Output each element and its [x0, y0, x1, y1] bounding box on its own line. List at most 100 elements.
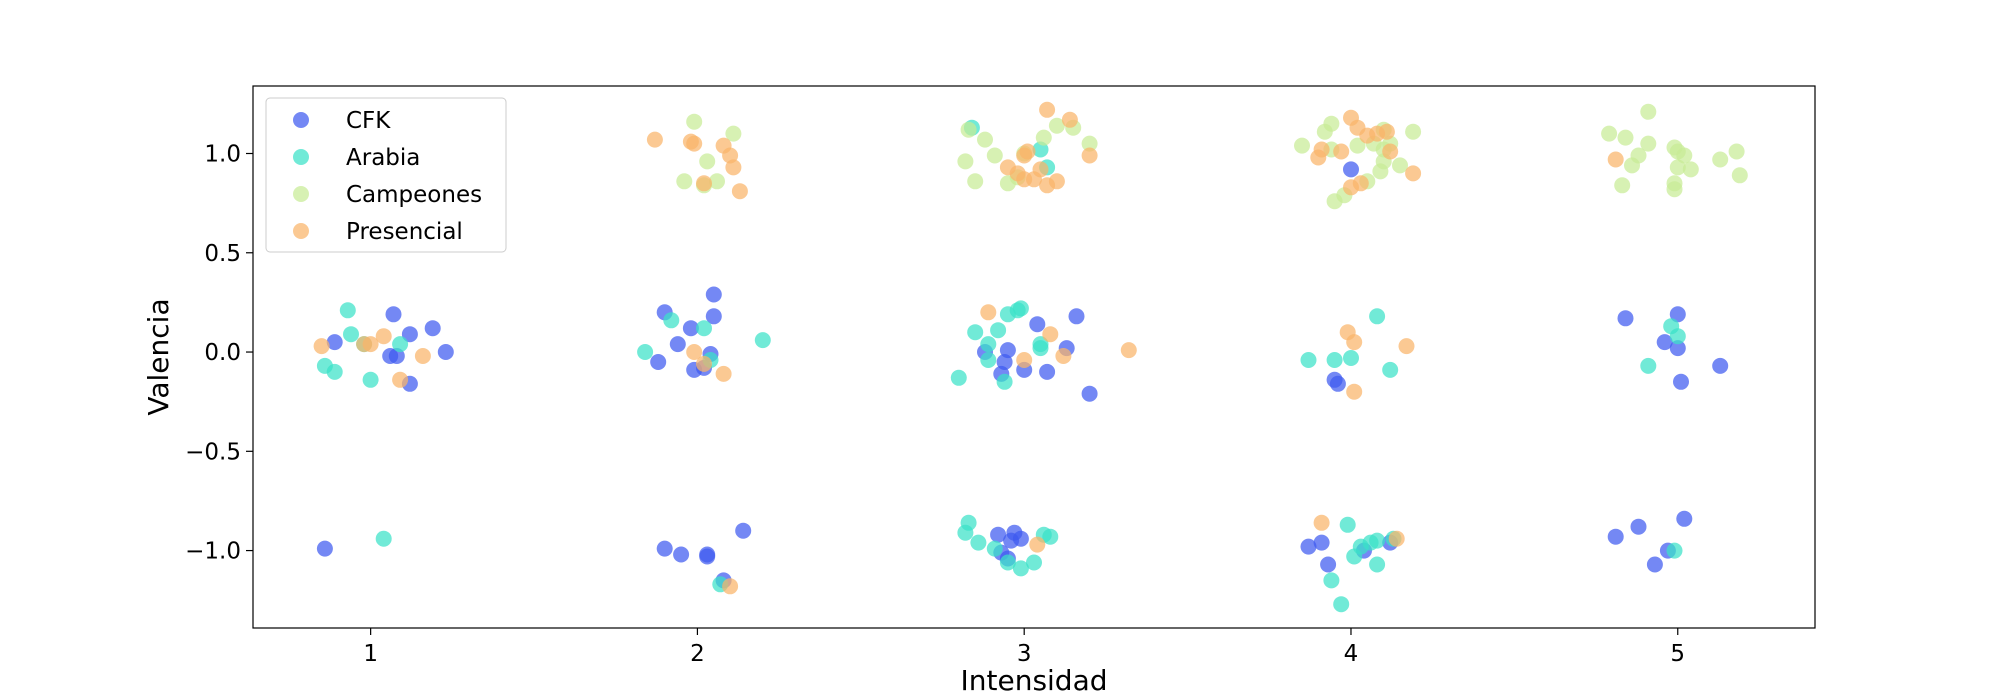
data-point — [1039, 363, 1056, 380]
data-point — [725, 125, 742, 142]
series-campeones — [676, 103, 1748, 210]
y-tick-label: −1.0 — [185, 539, 241, 565]
data-point — [970, 534, 987, 551]
data-point — [1666, 181, 1683, 198]
y-tick-label: 1.0 — [204, 142, 241, 168]
legend-item-campeones: Campeones — [293, 182, 482, 208]
data-point — [1343, 350, 1359, 366]
data-point — [1640, 103, 1657, 120]
legend-label: Presencial — [346, 219, 463, 245]
data-point — [401, 326, 418, 343]
data-point — [1068, 308, 1085, 325]
data-point — [1617, 129, 1634, 146]
data-point — [980, 336, 997, 353]
data-point — [1320, 556, 1337, 573]
data-point — [1601, 125, 1618, 142]
data-point — [1712, 357, 1729, 374]
data-point — [392, 336, 409, 353]
data-point — [1728, 143, 1745, 160]
data-point — [1323, 115, 1340, 132]
data-point — [1012, 560, 1029, 577]
data-point — [1640, 357, 1657, 374]
data-point — [1630, 518, 1647, 535]
data-point — [696, 320, 712, 337]
x-tick-label: 1 — [363, 641, 378, 667]
data-point — [1029, 536, 1046, 553]
plot-frame — [252, 85, 1816, 629]
data-point — [656, 540, 673, 557]
data-point — [735, 522, 752, 539]
data-point — [1055, 348, 1072, 364]
data-point — [375, 328, 392, 345]
data-point — [960, 121, 977, 138]
x-axis-label: Intensidad — [960, 664, 1107, 697]
series-presencial — [313, 101, 1624, 595]
data-point — [754, 332, 771, 349]
data-point — [696, 175, 712, 192]
data-point — [663, 312, 680, 329]
data-point — [637, 344, 654, 360]
data-point — [1352, 175, 1369, 192]
y-axis-label: Valencia — [142, 298, 175, 415]
data-point — [1042, 326, 1059, 343]
data-point — [1617, 310, 1634, 327]
legend-box — [265, 97, 507, 253]
y-tick-label: 0.0 — [204, 340, 241, 366]
data-point — [437, 344, 454, 360]
data-point — [1614, 177, 1631, 194]
data-point — [1682, 161, 1699, 178]
data-point — [696, 355, 712, 372]
data-point — [1607, 151, 1624, 168]
data-point — [967, 324, 984, 341]
data-point — [722, 578, 739, 595]
data-point — [686, 344, 703, 360]
data-point — [1300, 352, 1317, 368]
data-point — [646, 131, 663, 148]
data-point — [1669, 306, 1686, 323]
x-tick-label: 5 — [1670, 641, 1685, 667]
data-point — [1313, 514, 1330, 531]
data-point — [967, 173, 984, 190]
data-point — [669, 336, 686, 353]
data-point — [1032, 161, 1049, 178]
y-tick-label: 0.5 — [204, 241, 241, 267]
data-point — [699, 153, 716, 170]
data-point — [1333, 143, 1350, 160]
data-point — [375, 530, 392, 547]
data-point — [392, 371, 409, 388]
data-point — [1731, 167, 1748, 184]
data-point — [676, 173, 693, 190]
data-point — [1329, 375, 1346, 392]
data-point — [1343, 161, 1359, 178]
data-point — [1042, 528, 1059, 545]
x-tick-label: 4 — [1344, 641, 1359, 667]
data-point — [1039, 101, 1056, 118]
data-point — [1012, 300, 1029, 317]
data-point — [1081, 147, 1098, 164]
data-point — [1061, 111, 1078, 128]
data-point — [705, 308, 722, 325]
data-point — [1388, 530, 1405, 547]
data-point — [414, 348, 431, 364]
legend-marker — [293, 149, 309, 165]
data-point — [1294, 137, 1310, 154]
data-point — [362, 336, 379, 353]
data-point — [980, 304, 997, 321]
data-point — [1392, 157, 1408, 174]
data-point — [1630, 147, 1647, 164]
data-point — [1016, 352, 1033, 368]
data-point — [715, 365, 732, 382]
data-point — [957, 153, 974, 170]
data-point — [999, 342, 1016, 359]
data-point — [339, 302, 356, 319]
series-cfk — [316, 161, 1729, 589]
data-point — [1712, 151, 1729, 168]
data-point — [1349, 137, 1366, 154]
data-point — [725, 159, 742, 176]
legend: CFK Arabia Campeones Presencial — [265, 97, 507, 253]
legend-marker — [293, 186, 309, 202]
data-point — [699, 548, 716, 565]
data-point — [326, 334, 343, 351]
data-point — [986, 540, 1003, 557]
data-point — [343, 326, 359, 343]
